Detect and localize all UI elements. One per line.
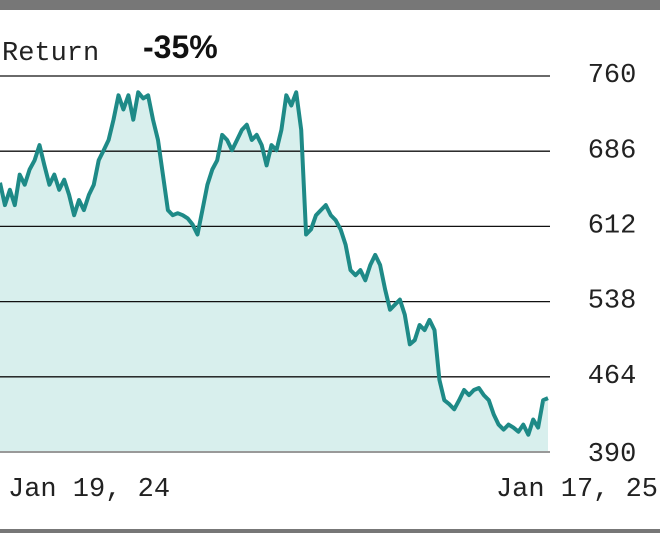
y-tick-label: 760 <box>588 61 637 91</box>
area-fill <box>0 92 548 453</box>
top-border <box>0 0 660 10</box>
bottom-border <box>0 529 660 533</box>
return-value: -35% <box>143 29 218 65</box>
y-tick-label: 686 <box>588 136 637 166</box>
y-tick-label: 390 <box>588 440 637 470</box>
x-tick-label: Jan 19, 24 <box>8 475 170 505</box>
y-tick-label: 538 <box>588 287 637 317</box>
y-tick-label: 612 <box>588 212 637 242</box>
plot-area <box>0 75 550 453</box>
price-line <box>0 90 549 437</box>
y-tick-label: 464 <box>588 362 637 392</box>
x-tick-label: Jan 17, 25 <box>496 475 658 505</box>
chart-title: Return <box>2 39 99 69</box>
